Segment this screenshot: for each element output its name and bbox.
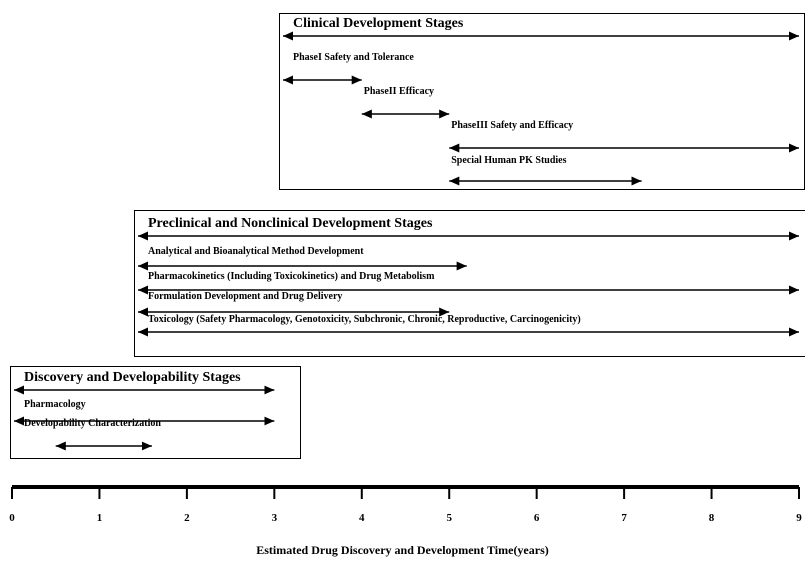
clinical-activity-label: PhaseIII Safety and Efficacy [451,120,574,131]
clinical-activity-label: PhaseI Safety and Tolerance [293,52,414,63]
clinical-activity-label: Special Human PK Studies [451,155,567,166]
preclinical-activity-label: Analytical and Bioanalytical Method Deve… [148,246,364,257]
discovery-activity-label: Pharmacology [24,399,86,410]
axis-tick-label: 9 [796,512,802,524]
clinical-activity-label: PhaseII Efficacy [363,86,435,97]
axis-tick-label: 8 [708,512,715,524]
axis-tick-label: 3 [271,512,278,524]
axis-tick-label: 4 [359,512,365,524]
axis-tick-label: 6 [533,512,540,524]
stage-arrows [14,31,799,451]
preclinical-stage-box [134,210,805,357]
axis-tick-label: 2 [184,512,190,524]
discovery-stage-heading: Discovery and Developability Stages [24,370,241,385]
clinical-stage-heading: Clinical Development Stages [293,16,464,31]
preclinical-activity-label: Pharmacokinetics (Including Toxicokineti… [148,271,435,282]
time-axis [11,485,800,499]
axis-tick-label: 5 [446,512,452,524]
preclinical-activity-label: Formulation Development and Drug Deliver… [148,291,343,302]
preclinical-activity-label: Toxicology (Safety Pharmacology, Genotox… [148,314,581,325]
axis-tick-label: 1 [96,512,103,524]
axis-tick-label: 7 [621,512,627,524]
discovery-activity-label: Developability Characterization [24,418,161,429]
preclinical-stage-heading: Preclinical and Nonclinical Development … [148,216,433,231]
axis-title: Estimated Drug Discovery and Development… [256,543,549,557]
discovery-stage-box [10,366,301,459]
axis-tick-label: 0 [9,512,15,524]
